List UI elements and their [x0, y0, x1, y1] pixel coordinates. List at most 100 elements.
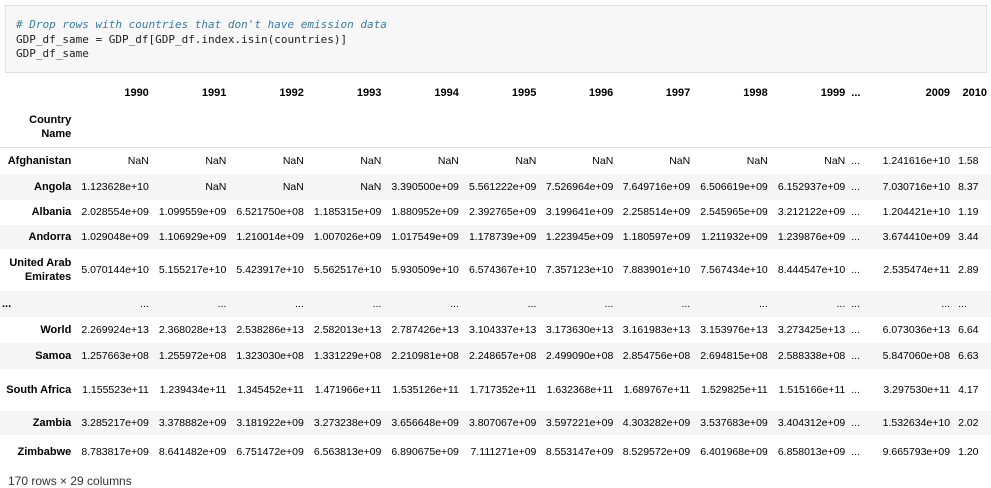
table-cell: ...: [295, 297, 304, 310]
table-cell: ...: [851, 446, 861, 458]
table-cell: 7.357123e+10: [545, 263, 614, 276]
table-cell: NaN: [592, 154, 614, 167]
table-cell: 1.106929e+09: [158, 230, 227, 243]
table-cell: ...: [958, 297, 967, 310]
table-cell: 7.111271e+09: [470, 446, 537, 458]
table-cell: 1.123628e+10: [81, 180, 149, 193]
table-cell: ...: [604, 297, 614, 310]
table-cell: 3.153976e+13: [700, 323, 768, 336]
table-row: Albania 2.028554e+09 1.099559e+09 6.521750e…: [0, 200, 991, 225]
dataframe-shape: 170 rows × 29 columns: [8, 474, 132, 488]
table-cell: 1.535126e+11: [392, 383, 459, 396]
code-line-1: GDP_df_same = GDP_df[GDP_df.index.isin(c…: [16, 32, 348, 46]
table-cell: 7.649716e+09: [622, 180, 691, 193]
table-cell: 3.104337e+13: [468, 323, 537, 336]
table-cell: 3.273425e+13: [777, 323, 846, 336]
header-blank: [0, 80, 75, 106]
table-cell: 3.161983e+13: [622, 323, 691, 336]
table-row: Zimbabwe 8.783817e+09 8.641482e+09 6.751472…: [0, 435, 991, 461]
table-body: Afghanistan NaN NaN NaN NaN NaN NaN NaN NaN NaN Na…: [0, 148, 991, 461]
row-index-label: Angola: [34, 180, 72, 193]
table-cell: 6.073036e+13: [882, 323, 951, 336]
table-cell: ...: [758, 297, 768, 310]
row-index-label: United Arab Emirates: [9, 256, 72, 283]
table-cell: 1.689767e+11: [623, 383, 691, 396]
table-cell: 1.178739e+09: [468, 230, 537, 243]
column-header: 1994: [434, 87, 459, 99]
table-cell: 6.152937e+09: [777, 180, 846, 193]
table-cell: NaN: [824, 154, 846, 167]
column-header: 1996: [588, 87, 614, 99]
table-row: Samoa 1.257663e+08 1.255972e+08 1.323030e+0…: [0, 342, 991, 369]
table-cell: ...: [851, 383, 861, 396]
table-cell: 1.20: [958, 446, 979, 458]
table-cell: NaN: [515, 154, 537, 167]
row-index-label: Zambia: [32, 416, 72, 429]
table-cell: 3.807067e+09: [468, 416, 537, 429]
table-cell: NaN: [282, 154, 304, 167]
table-cell: 5.070144e+10: [81, 263, 149, 276]
code-editor[interactable]: # Drop rows with countries that don't ha…: [16, 18, 387, 62]
table-cell: ...: [836, 297, 846, 310]
table-cell: 6.858013e+09: [777, 446, 846, 458]
table-cell: 2.694815e+08: [700, 349, 768, 362]
dataframe-table: 1990 1991 1992 1993 1994 1995 1996 1997 …: [0, 80, 991, 460]
column-header: 1998: [743, 87, 768, 99]
table-cell: 3.273238e+09: [313, 416, 382, 429]
table-cell: 2.258514e+09: [622, 206, 691, 218]
table-cell: 3.173630e+13: [545, 323, 614, 336]
table-cell: ...: [140, 297, 149, 310]
table-cell: 1.58: [958, 154, 979, 167]
table-cell: 3.212122e+09: [777, 206, 846, 218]
table-cell: 1.185315e+09: [313, 206, 382, 218]
table-cell: 1.471966e+11: [314, 383, 382, 396]
table-cell: 8.444547e+10: [777, 263, 846, 276]
table-cell: 5.930509e+10: [391, 263, 459, 276]
row-index-label: Andorra: [28, 230, 72, 243]
table-cell: NaN: [205, 154, 227, 167]
table-cell: 5.155217e+10: [158, 263, 227, 276]
index-name: Country Name: [0, 106, 76, 148]
column-header: 1999: [820, 87, 846, 99]
table-cell: ...: [851, 323, 861, 336]
table-cell: ...: [372, 297, 382, 310]
column-header-ellipsis: ...: [851, 87, 861, 99]
table-cell: 2.588338e+08: [777, 349, 846, 362]
column-header: 2010: [962, 87, 987, 99]
table-cell: 3.597221e+09: [545, 416, 614, 429]
table-cell: 6.63: [958, 349, 979, 362]
table-row: ........................................…: [0, 290, 991, 317]
code-comment: # Drop rows with countries that don't ha…: [16, 18, 387, 31]
table-cell: 5.562517e+10: [313, 263, 382, 276]
table-cell: 2.538286e+13: [236, 323, 304, 336]
table-cell: 8.529572e+09: [622, 446, 691, 458]
table-cell: 2.582013e+13: [313, 323, 382, 336]
column-header: 1993: [356, 87, 382, 99]
table-cell: 1.204421e+10: [882, 206, 951, 218]
column-header: 1992: [279, 87, 304, 99]
table-cell: 6.751472e+09: [236, 446, 304, 458]
table-cell: 6.574367e+10: [468, 263, 537, 276]
column-header: 2009: [925, 87, 951, 99]
table-cell: 2.545965e+09: [700, 206, 768, 218]
table-cell: 1.345452e+11: [237, 383, 304, 396]
table-cell: ...: [851, 154, 861, 167]
table-cell: ...: [851, 297, 861, 310]
table-cell: 6.64: [958, 323, 979, 336]
table-cell: NaN: [437, 154, 459, 167]
table-cell: 3.674410e+09: [882, 230, 951, 243]
table-row: South Africa 1.155523e+11 1.239434e+11 1.34…: [0, 369, 991, 411]
table-cell: ...: [941, 297, 951, 310]
table-cell: 2.854756e+08: [622, 349, 691, 362]
table-cell: NaN: [746, 154, 768, 167]
table-cell: 6.563813e+09: [313, 446, 382, 458]
table-cell: 3.297530e+11: [883, 383, 951, 396]
row-index-label: Afghanistan: [7, 154, 72, 167]
table-cell: 3.656648e+09: [391, 416, 459, 429]
column-header: 1990: [124, 87, 149, 99]
table-cell: NaN: [360, 154, 382, 167]
table-cell: 5.423917e+10: [236, 263, 304, 276]
code-cell[interactable]: # Drop rows with countries that don't ha…: [5, 5, 987, 73]
table-cell: 3.181922e+09: [236, 416, 304, 429]
table-cell: 2.028554e+09: [81, 206, 149, 218]
